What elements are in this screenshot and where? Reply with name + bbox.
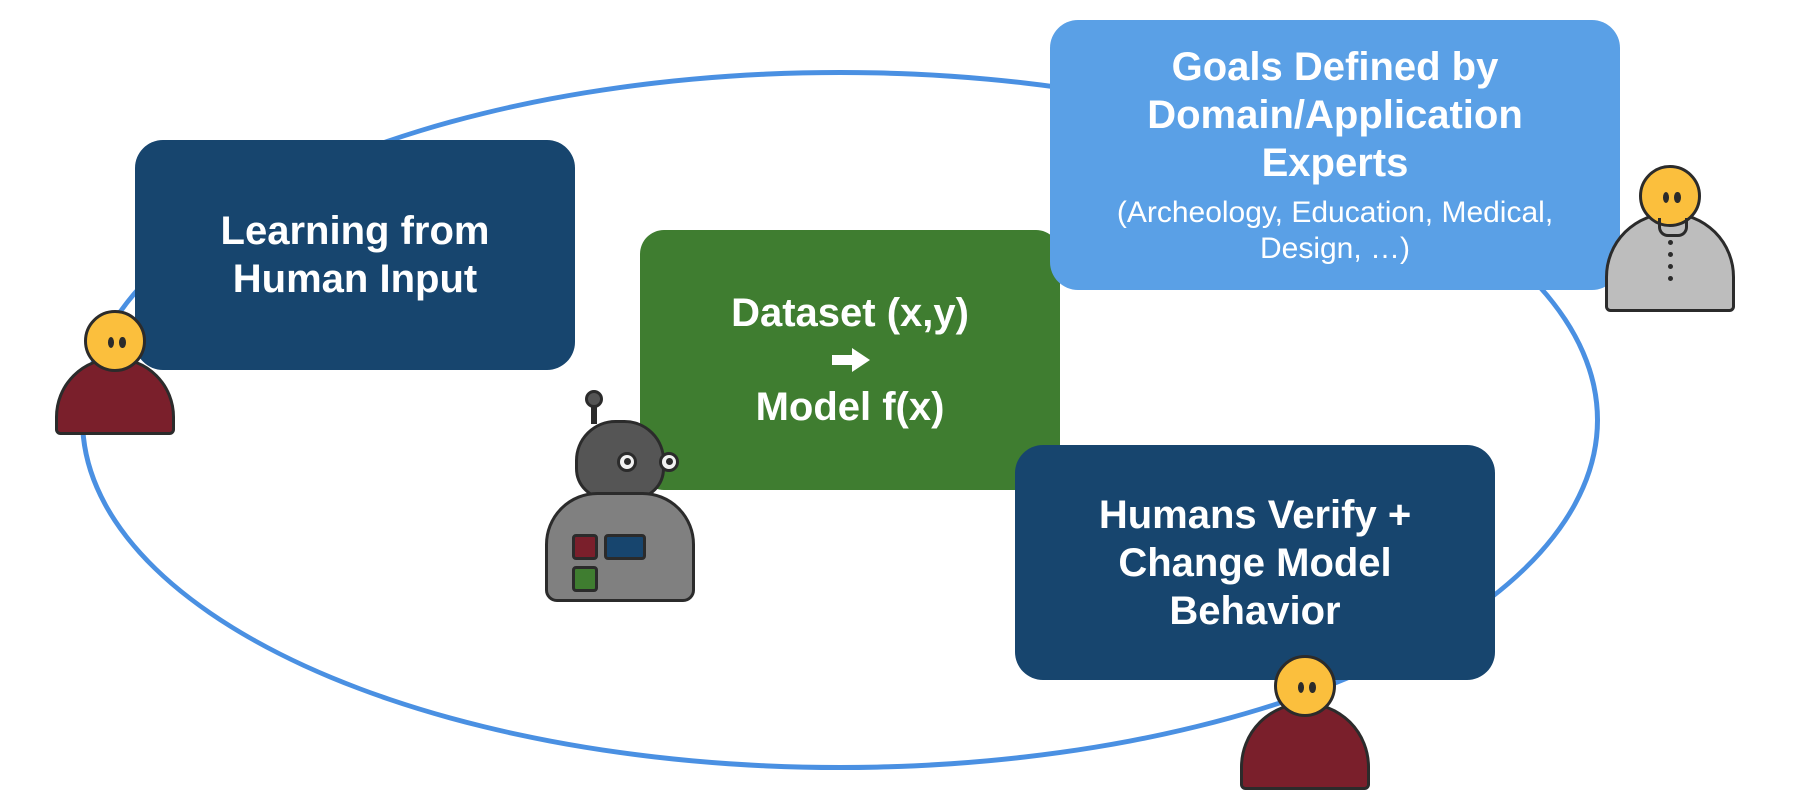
human-eye xyxy=(1674,192,1680,203)
diagram-stage: { "canvas": { "width": 1812, "height": 8… xyxy=(0,0,1812,809)
card-dataset-line2: Model f(x) xyxy=(756,383,945,431)
human-eye xyxy=(1298,682,1304,693)
human-button-dot xyxy=(1668,276,1673,281)
human-head xyxy=(84,310,146,372)
human-eye xyxy=(119,337,125,348)
card-dataset: Dataset (x,y) Model f(x) xyxy=(640,230,1060,490)
card-verify: Humans Verify + Change Model Behavior xyxy=(1015,445,1495,680)
human-icon-verifier xyxy=(1240,655,1370,790)
card-learning: Learning from Human Input xyxy=(135,140,575,370)
human-eye xyxy=(1309,682,1315,693)
human-collar xyxy=(1658,218,1688,237)
human-icon-left xyxy=(55,310,175,435)
card-learning-title: Learning from Human Input xyxy=(161,207,549,303)
robot-pupil xyxy=(666,458,673,465)
robot-panel-tile xyxy=(604,534,646,560)
human-eye xyxy=(108,337,114,348)
robot-pupil xyxy=(624,458,631,465)
card-goals-sub: (Archeology, Education, Medical, Design,… xyxy=(1076,195,1594,267)
human-button-dot xyxy=(1668,240,1673,245)
human-button-dot xyxy=(1668,264,1673,269)
human-button-dot xyxy=(1668,252,1673,257)
card-goals: Goals Defined by Domain/Application Expe… xyxy=(1050,20,1620,290)
robot-antenna-stem xyxy=(591,406,597,424)
card-goals-title: Goals Defined by Domain/Application Expe… xyxy=(1076,43,1594,187)
robot-panel-tile xyxy=(572,566,598,592)
human-eye xyxy=(1663,192,1669,203)
human-icon-expert xyxy=(1605,165,1735,312)
robot-panel-tile xyxy=(572,534,598,560)
human-head xyxy=(1274,655,1336,717)
card-dataset-line1: Dataset (x,y) xyxy=(731,289,969,337)
robot-icon xyxy=(545,390,695,610)
card-verify-title: Humans Verify + Change Model Behavior xyxy=(1041,491,1469,635)
arrow-down-icon xyxy=(828,345,872,375)
